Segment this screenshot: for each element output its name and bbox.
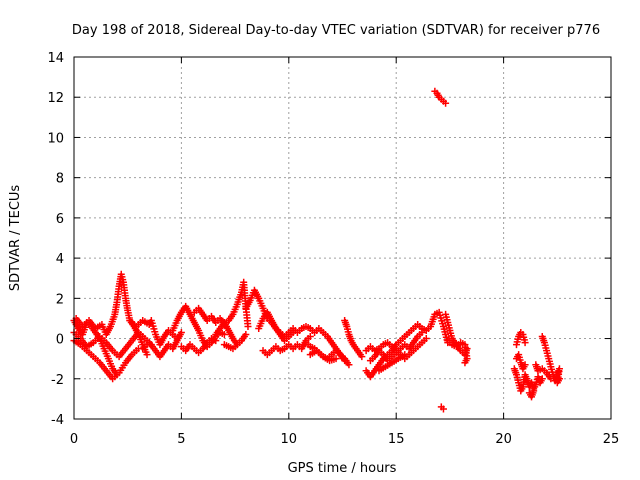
y-tick-label: 14 [47,51,64,66]
data-point [177,329,185,337]
y-axis-label: SDTVAR / TECUs [8,185,23,292]
plot-frame [73,56,612,420]
data-point [422,335,430,343]
y-tick-label: 0 [56,333,64,348]
x-axis-label: GPS time / hours [288,461,397,476]
x-tick-label: 20 [495,432,512,447]
x-tick-label: 0 [70,432,78,447]
data-point [538,375,546,383]
data-point [521,339,529,347]
data-point [212,337,220,345]
chart-title: Day 198 of 2018, Sidereal Day-to-day VTE… [72,23,600,38]
x-tick-label: 15 [388,432,405,447]
data-point [418,329,426,337]
y-tick-label: -4 [51,413,64,428]
data-point [143,351,151,359]
y-tick-label: 6 [56,212,64,227]
y-tick-label: 8 [56,172,64,187]
x-tick-label: 25 [603,432,620,447]
y-tick-label: 12 [47,91,64,106]
data-point [289,329,297,337]
data-point [233,341,241,349]
data-point [461,359,469,367]
y-tick-label: 2 [56,292,64,307]
data-point [547,375,555,383]
data-point [555,375,563,383]
y-tick-label: 10 [47,131,64,146]
y-tick-label: 4 [56,252,64,267]
data-point [358,353,366,361]
data-point [220,331,228,339]
data-point [244,322,252,330]
x-tick-label: 5 [177,432,185,447]
x-tick-label: 10 [281,432,298,447]
axis-ticks: 0 5 10 15 20 25 -4 -2 0 2 4 6 8 10 12 14 [47,51,619,447]
data-point [401,351,409,359]
data-point [345,361,353,369]
grid-lines [74,57,611,419]
data-point [530,387,538,395]
y-tick-label: -2 [51,373,64,388]
data-point [332,355,340,363]
data-point [442,99,450,107]
data-point [242,331,250,339]
data-point [439,405,447,413]
data-point [521,361,529,369]
data-points [70,87,563,413]
data-point [306,333,314,341]
